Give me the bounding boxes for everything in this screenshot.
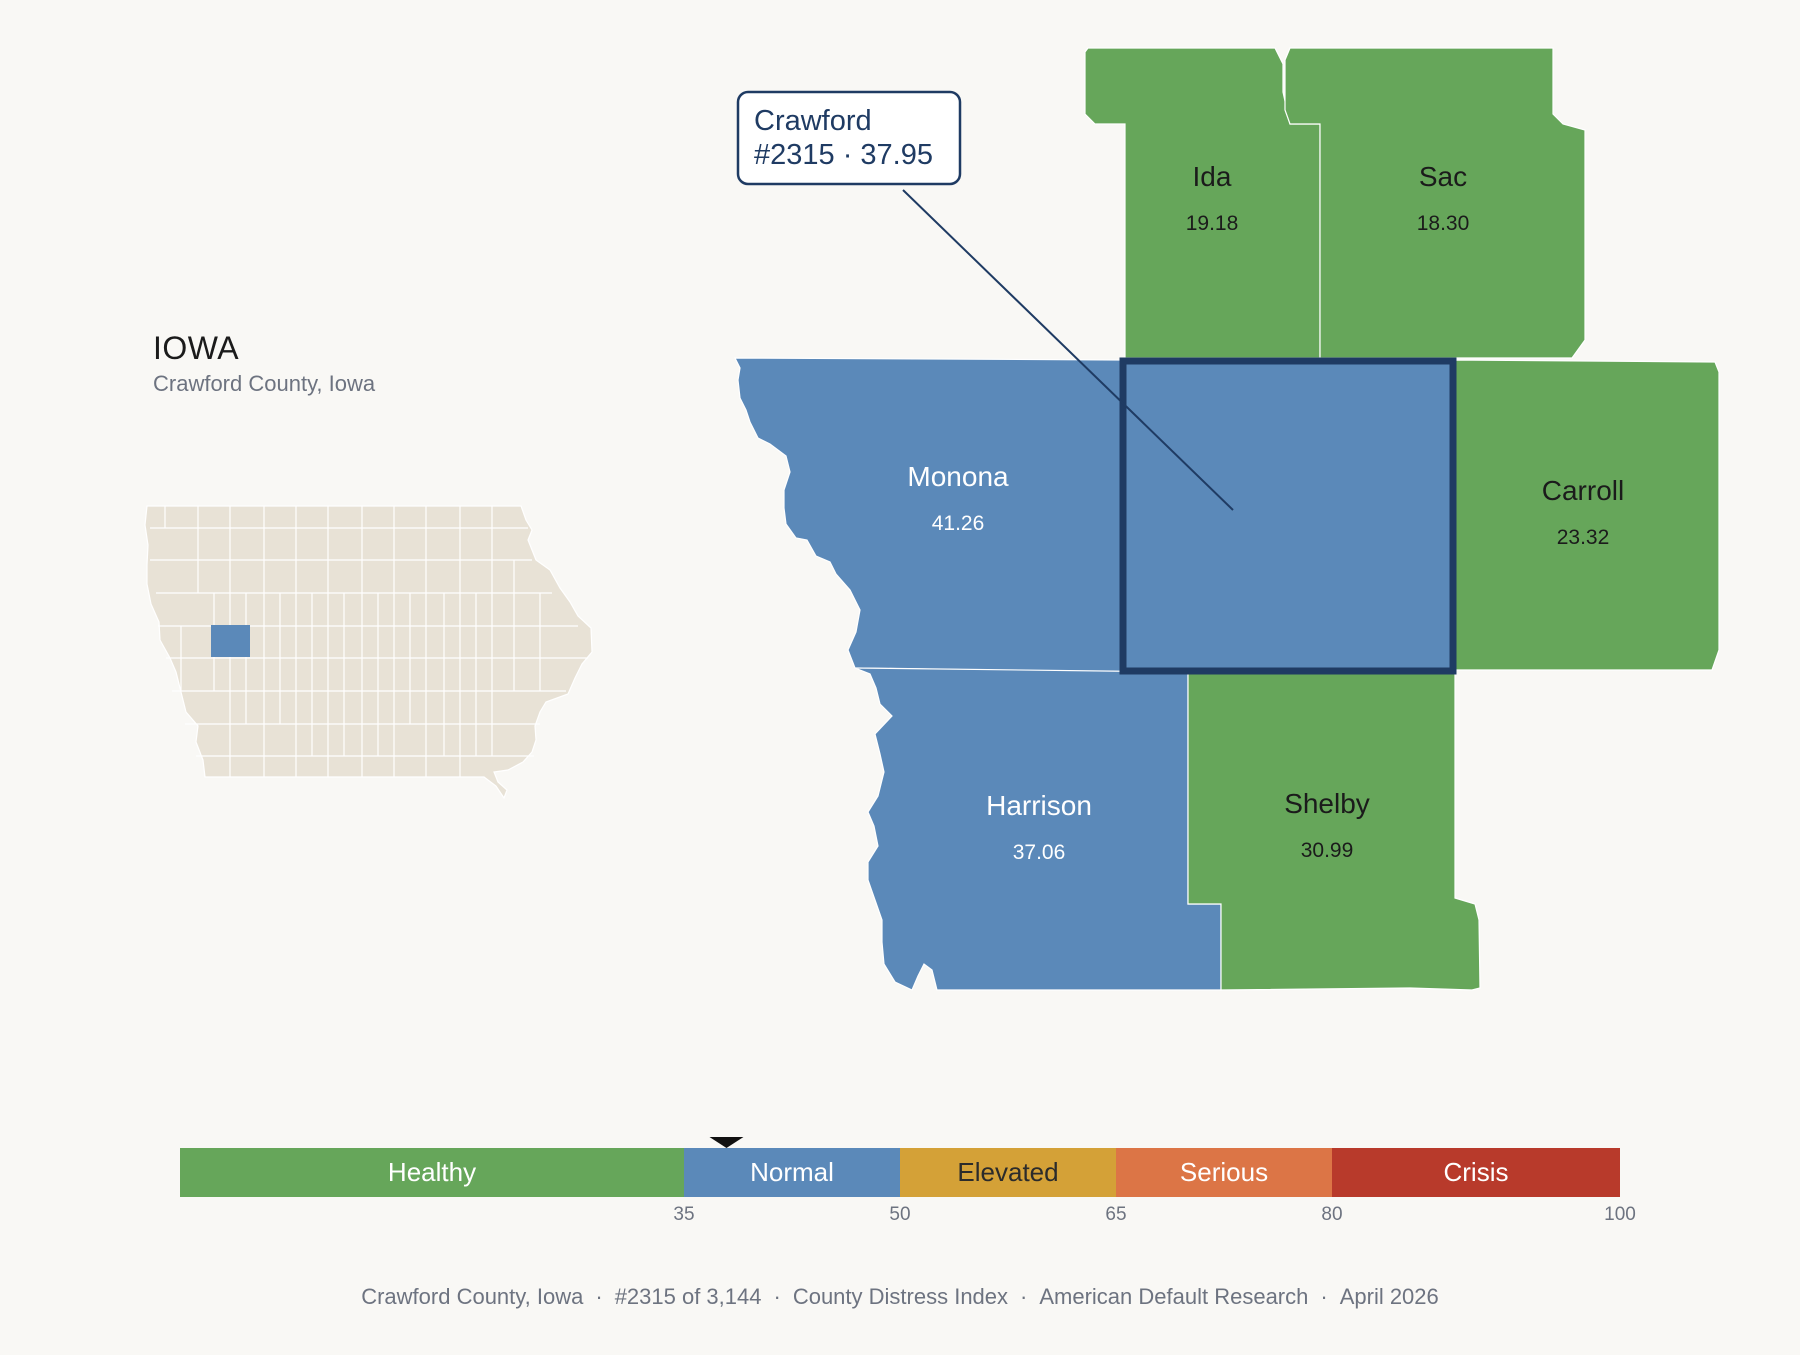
crawford-callout: Crawford #2315 · 37.95 [736, 90, 1234, 511]
iowa-inset-map [144, 505, 593, 800]
scale-tick-50: 50 [889, 1204, 910, 1225]
footer: Crawford County, Iowa · #2315 of 3,144 · Cou… [361, 1284, 1439, 1309]
county-sac[interactable] [1284, 47, 1586, 359]
footer-index-name: County Distress Index [792, 1284, 1009, 1309]
county-carroll[interactable] [1454, 359, 1720, 671]
county-map [734, 47, 1720, 991]
callout-box [736, 90, 962, 186]
callout-rank-value: #2315 · 37.95 [754, 139, 933, 171]
state-title: IOWA [153, 330, 240, 366]
iowa-inset-crawford-highlight [211, 625, 250, 657]
scale-band-healthy [180, 1148, 684, 1197]
distress-scale-bar: Healthy Normal Elevated Serious Crisis 35 50 65… [180, 1137, 1636, 1225]
scale-band-normal [684, 1148, 900, 1197]
footer-rank: #2315 of 3,144 [614, 1284, 762, 1309]
county-name-sac: Sac [1419, 161, 1467, 192]
county-value-shelby: 30.99 [1301, 839, 1354, 862]
footer-county: Crawford County, Iowa [361, 1284, 584, 1309]
scale-band-crisis [1332, 1148, 1620, 1197]
county-subtitle: Crawford County, Iowa [153, 371, 376, 396]
county-name-ida: Ida [1193, 161, 1232, 192]
scale-tick-100: 100 [1604, 1204, 1636, 1225]
iowa-state-shape [144, 505, 593, 800]
scale-band-label-elevated: Elevated [957, 1157, 1058, 1187]
scale-band-serious [1116, 1148, 1332, 1197]
county-name-shelby: Shelby [1284, 788, 1370, 819]
scale-tick-35: 35 [673, 1204, 694, 1225]
footer-source: American Default Research [1039, 1284, 1309, 1309]
county-harrison[interactable] [854, 667, 1222, 991]
county-monona[interactable] [734, 357, 1123, 673]
scale-band-label-serious: Serious [1180, 1157, 1268, 1187]
scale-tick-65: 65 [1105, 1204, 1126, 1225]
scale-band-label-crisis: Crisis [1444, 1157, 1509, 1187]
callout-leader-line [902, 189, 1234, 511]
scale-band-label-healthy: Healthy [388, 1157, 476, 1187]
county-value-carroll: 23.32 [1557, 526, 1610, 549]
county-value-sac: 18.30 [1417, 212, 1470, 235]
county-labels: Ida 19.18 Sac 18.30 Monona 41.26 Carroll… [907, 161, 1624, 864]
county-name-harrison: Harrison [986, 790, 1092, 821]
scale-tick-80: 80 [1321, 1204, 1342, 1225]
county-shelby[interactable] [1187, 671, 1481, 991]
scale-marker [709, 1137, 744, 1148]
county-value-monona: 41.26 [932, 512, 985, 535]
scale-band-label-normal: Normal [750, 1157, 834, 1187]
county-crawford[interactable] [1119, 357, 1457, 675]
county-name-carroll: Carroll [1542, 475, 1624, 506]
county-value-ida: 19.18 [1186, 212, 1239, 235]
footer-date: April 2026 [1339, 1284, 1439, 1309]
callout-county-name: Crawford [754, 105, 872, 137]
scale-band-elevated [900, 1148, 1116, 1197]
county-value-harrison: 37.06 [1013, 841, 1066, 864]
county-name-monona: Monona [907, 461, 1009, 492]
